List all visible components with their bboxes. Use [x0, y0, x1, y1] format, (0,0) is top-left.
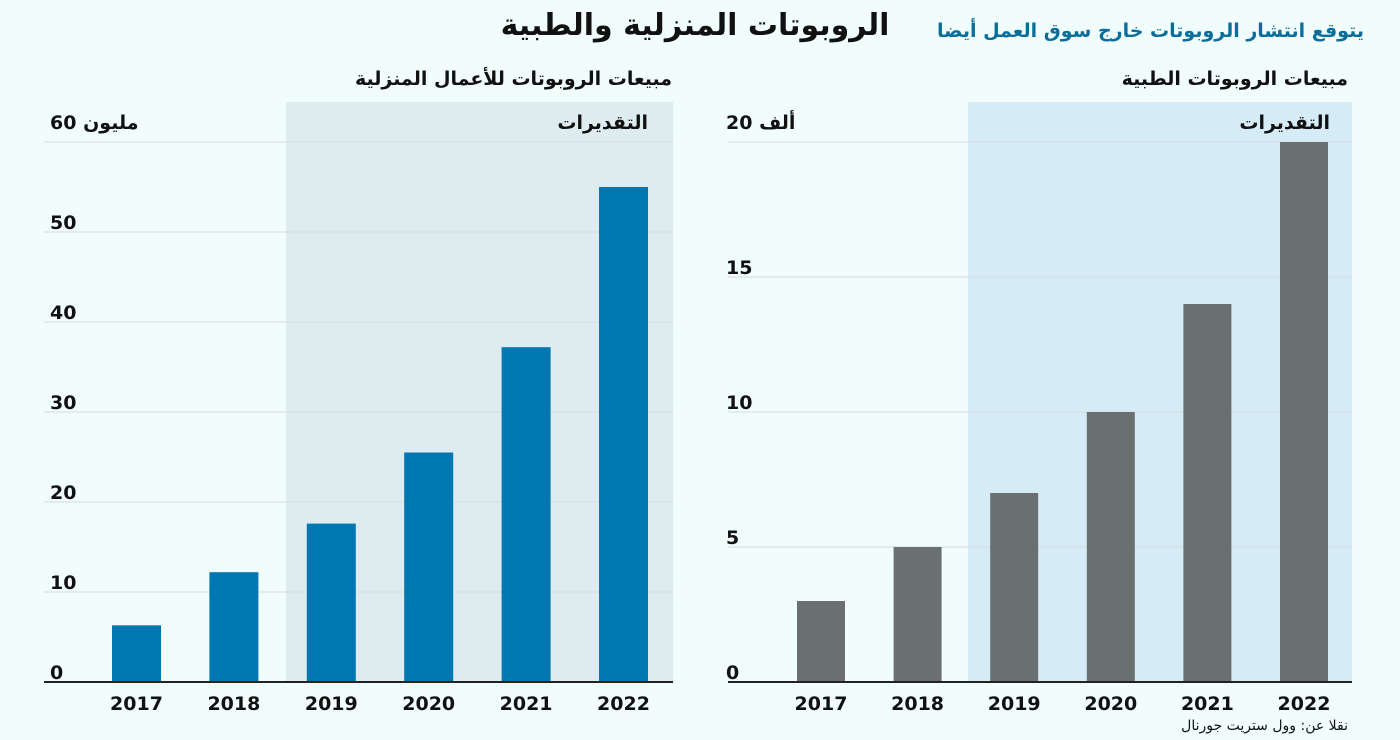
medical-chart: 0 5 10 15 20 ألف التقديرات 2017 2018 2019 2020 202…	[726, 102, 1352, 715]
medical-xtick-label: 2019	[988, 693, 1041, 715]
home-bar	[599, 187, 648, 682]
home-bar	[112, 625, 161, 682]
medical-bar	[893, 547, 942, 682]
medical-bar	[1280, 142, 1328, 682]
medical-xtick-label: 2020	[1084, 693, 1137, 715]
home-xtick-label: 2021	[500, 693, 553, 715]
medical-xtick-label: 2022	[1278, 693, 1331, 715]
medical-ytick-label: 20 ألف	[726, 110, 795, 134]
medical-xtick-label: 2018	[891, 693, 944, 715]
medical-bar	[1086, 412, 1135, 682]
medical-chart-title: مبيعات الروبوتات الطبية	[1121, 68, 1348, 90]
home-xtick-label: 2020	[402, 693, 455, 715]
home-xtick-label: 2022	[597, 693, 650, 715]
medical-xtick-label: 2021	[1181, 693, 1234, 715]
home-ytick-label: 50	[50, 212, 76, 234]
medical-estimate-label: التقديرات	[1239, 112, 1330, 134]
medical-bar	[990, 493, 1039, 682]
home-bar	[209, 572, 259, 682]
home-ytick-label: 60 مليون	[50, 112, 138, 134]
medical-ytick-label: 0	[726, 662, 739, 684]
home-xtick-label: 2019	[305, 693, 358, 715]
home-ytick-label: 30	[50, 392, 76, 414]
home-estimate-label: التقديرات	[557, 112, 648, 134]
home-ytick-label: 10	[50, 572, 76, 594]
medical-ytick-label: 15	[726, 257, 752, 279]
home-xtick-label: 2018	[207, 693, 260, 715]
home-bar	[306, 523, 356, 682]
medical-bar	[1183, 304, 1232, 682]
subtitle: يتوقع انتشار الروبوتات خارج سوق العمل أي…	[936, 20, 1364, 42]
medical-ytick-label: 5	[726, 527, 739, 549]
home-xtick-label: 2017	[110, 693, 163, 715]
page-title: الروبوتات المنزلية والطبية	[500, 8, 890, 43]
home-chart-title: مبيعات الروبوتات للأعمال المنزلية	[354, 68, 672, 90]
medical-bar	[797, 601, 845, 682]
home-chart: 0 10 20 30 40 50 60 مليون التقديرات 2017 2018 2019…	[44, 102, 673, 715]
home-ytick-label: 0	[50, 662, 63, 684]
medical-ytick-label: 10	[726, 392, 752, 414]
home-bar	[404, 452, 454, 682]
home-ytick-label: 20	[50, 482, 76, 504]
home-bar	[501, 347, 551, 682]
home-ytick-label: 40	[50, 302, 76, 324]
source-note: نقلا عن: وول ستريت جورنال	[1181, 718, 1348, 734]
medical-xtick-label: 2017	[795, 693, 848, 715]
